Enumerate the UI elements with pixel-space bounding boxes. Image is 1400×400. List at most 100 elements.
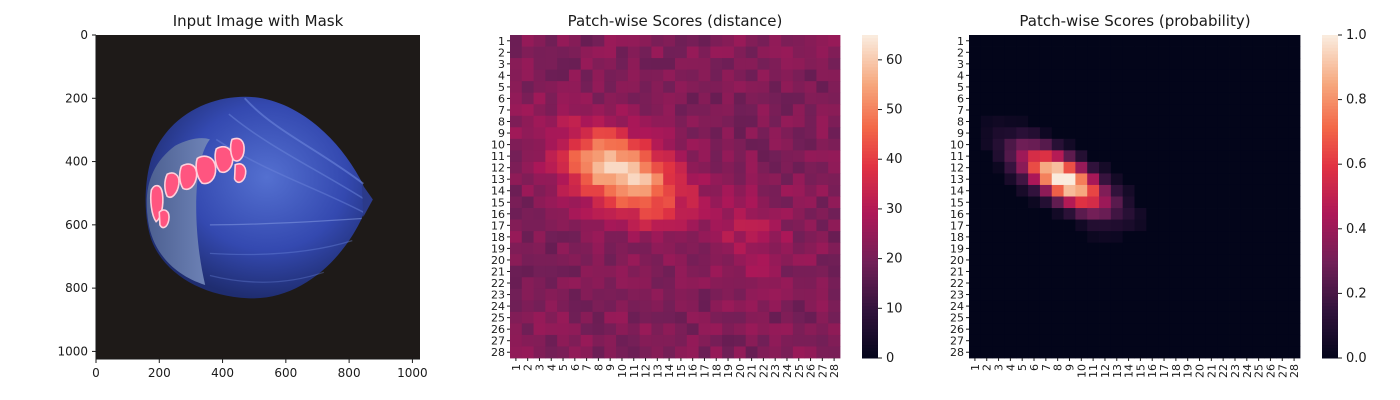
heatmap-cell [568, 208, 582, 220]
heatmap-cell [698, 346, 711, 359]
heatmap-cell [1016, 277, 1029, 290]
heatmap-cell [1252, 196, 1265, 209]
heatmap-cell [651, 104, 664, 117]
heatmap-cell [745, 115, 758, 128]
heatmap-cell [1004, 196, 1017, 209]
heatmap-cell [1051, 127, 1064, 140]
heatmap-cell [1134, 288, 1147, 301]
heatmap-cell [1288, 138, 1301, 151]
heatmap-cell [1051, 115, 1064, 128]
heatmap-cell [604, 219, 617, 232]
heatmap-cell [592, 219, 605, 232]
heatmap-cell [1051, 346, 1064, 359]
heatmap-cell [604, 208, 617, 220]
heatmap-cell [1146, 277, 1159, 290]
heatmap-cell [1134, 92, 1147, 105]
heatmap-cell [616, 104, 629, 117]
colorbar-segment [862, 112, 878, 117]
colorbar-segment [1322, 170, 1338, 175]
heatmap-cell [521, 242, 534, 255]
heatmap-cell [722, 150, 735, 163]
heatmap-cell [1087, 161, 1100, 174]
y-tick-label: 7 [498, 104, 505, 117]
heatmap-cell [580, 323, 593, 336]
heatmap-cell [1205, 323, 1218, 336]
colorbar-segment [1322, 199, 1338, 204]
heatmap-cell [1193, 231, 1206, 244]
heatmap-cell [1229, 196, 1242, 209]
heatmap-cell [733, 92, 747, 105]
heatmap-cell [1039, 161, 1053, 174]
heatmap-cell [1016, 288, 1029, 301]
heatmap-cell [710, 208, 723, 220]
y-tick-label: 14 [491, 185, 505, 198]
x-tick-label: 23 [769, 364, 782, 378]
heatmap-cell [769, 219, 782, 232]
heatmap-cell [568, 334, 582, 347]
heatmap-cell [568, 311, 582, 324]
heatmap-cell [1075, 58, 1088, 71]
heatmap-cell [675, 104, 688, 117]
heatmap-cell [1276, 115, 1289, 128]
heatmap-cell [1051, 92, 1064, 105]
heatmap-cell [792, 311, 806, 324]
heatmap-cell [580, 265, 593, 278]
heatmap-cell [1099, 288, 1112, 301]
heatmap-cell [651, 346, 664, 359]
heatmap-cell [1110, 346, 1124, 359]
heatmap-cell [1181, 184, 1195, 197]
heatmap-cell [980, 277, 994, 290]
heatmap-cell [1134, 231, 1147, 244]
heatmap-cell [568, 150, 582, 163]
heatmap-cell [1181, 138, 1195, 151]
heatmap-cell [1146, 242, 1159, 255]
heatmap-cell [1110, 323, 1124, 336]
heatmap-cell [1016, 265, 1029, 278]
heatmap-cell [627, 69, 641, 82]
colorbar-tick-label: 0.0 [1346, 351, 1367, 366]
heatmap-cell [792, 196, 806, 209]
heatmap-cell [816, 346, 829, 359]
heatmap-cell [616, 184, 629, 197]
heatmap-cell [1099, 196, 1112, 209]
heatmap-cell [1039, 138, 1053, 151]
heatmap-cell [1264, 184, 1277, 197]
colorbar-segment [862, 328, 878, 333]
heatmap-cell [769, 35, 782, 47]
heatmap-cell [592, 242, 605, 255]
heatmap-cell [1099, 277, 1112, 290]
colorbar-segment [862, 64, 878, 68]
heatmap-cell [781, 254, 794, 267]
heatmap-cell [1028, 115, 1041, 128]
heatmap-cell [592, 81, 605, 94]
heatmap-cell [533, 231, 546, 244]
colorbar-segment [1322, 283, 1338, 288]
heatmap-cell [1169, 277, 1183, 290]
heatmap-cell [1217, 265, 1230, 278]
heatmap-cell [557, 81, 570, 94]
heatmap-cell [816, 219, 829, 232]
colorbar-tick-label: 10 [886, 301, 903, 316]
heatmap-cell [686, 265, 699, 278]
heatmap-cell [792, 231, 806, 244]
heatmap-cell [1087, 115, 1100, 128]
heatmap-cell [1004, 184, 1017, 197]
heatmap-cell [568, 231, 582, 244]
heatmap-cell [604, 104, 617, 117]
heatmap-cell [781, 346, 794, 359]
heatmap-cell [1288, 161, 1301, 174]
heatmap-cell [675, 288, 688, 301]
heatmap-cell [969, 196, 982, 209]
heatmap-cell [757, 196, 770, 209]
heatmap-cell [1252, 138, 1265, 151]
heatmap-cell [675, 127, 688, 140]
heatmap-cell [580, 173, 593, 186]
heatmap-cell [639, 311, 652, 324]
heatmap-cell [816, 334, 829, 347]
heatmap-cell [1051, 161, 1064, 174]
heatmap-cell [651, 173, 664, 186]
colorbar-segment [862, 57, 878, 62]
heatmap-cell [769, 138, 782, 151]
y-tick-label: 5 [498, 81, 505, 94]
heatmap-cell [980, 104, 994, 117]
